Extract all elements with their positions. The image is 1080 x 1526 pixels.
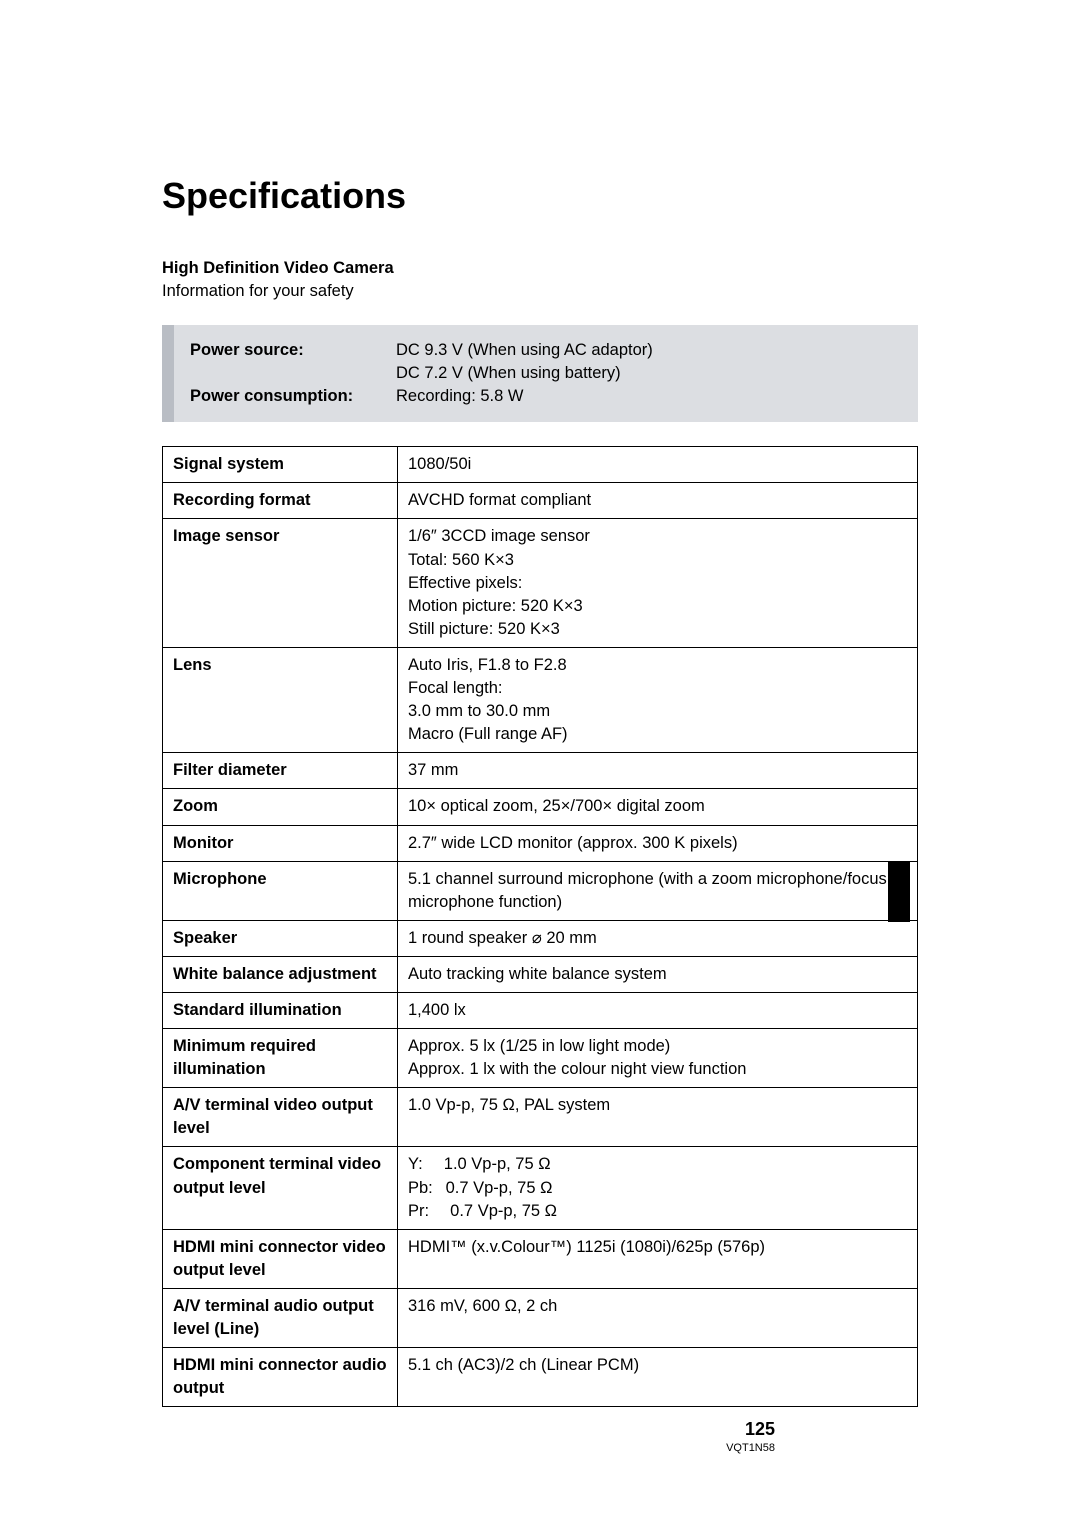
spec-value: 5.1 channel surround microphone (with a … — [398, 861, 918, 920]
table-row: White balance adjustmentAuto tracking wh… — [163, 956, 918, 992]
power-consumption-row: Power consumption: Recording: 5.8 W — [190, 385, 908, 408]
spec-value: Approx. 5 lx (1/25 in low light mode)App… — [398, 1029, 918, 1088]
spec-label: A/V terminal audio output level (Line) — [163, 1288, 398, 1347]
table-row: Microphone5.1 channel surround microphon… — [163, 861, 918, 920]
spec-label: HDMI mini connector video output level — [163, 1229, 398, 1288]
spec-value: 37 mm — [398, 753, 918, 789]
spec-value: 1080/50i — [398, 447, 918, 483]
table-row: HDMI mini connector audio output5.1 ch (… — [163, 1348, 918, 1407]
spec-label: Microphone — [163, 861, 398, 920]
spec-label: Signal system — [163, 447, 398, 483]
spec-value: 1 round speaker ⌀ 20 mm — [398, 920, 918, 956]
table-row: Signal system1080/50i — [163, 447, 918, 483]
power-consumption-label: Power consumption: — [190, 385, 396, 408]
page-title: Specifications — [162, 175, 918, 217]
spec-value: Auto tracking white balance system — [398, 956, 918, 992]
power-source-row: Power source: DC 9.3 V (When using AC ad… — [190, 339, 908, 385]
spec-value: 1.0 Vp-p, 75 Ω, PAL system — [398, 1088, 918, 1147]
power-info-box: Power source: DC 9.3 V (When using AC ad… — [162, 325, 918, 422]
table-row: Image sensor1/6″ 3CCD image sensorTotal:… — [163, 519, 918, 647]
table-row: A/V terminal video output level1.0 Vp-p,… — [163, 1088, 918, 1147]
spec-label: Lens — [163, 647, 398, 752]
table-row: Monitor2.7″ wide LCD monitor (approx. 30… — [163, 825, 918, 861]
power-source-value: DC 9.3 V (When using AC adaptor) DC 7.2 … — [396, 339, 908, 385]
table-row: Zoom10× optical zoom, 25×/700× digital z… — [163, 789, 918, 825]
power-source-line1: DC 9.3 V (When using AC adaptor) — [396, 339, 908, 362]
spec-label: White balance adjustment — [163, 956, 398, 992]
spec-label: HDMI mini connector audio output — [163, 1348, 398, 1407]
power-consumption-value: Recording: 5.8 W — [396, 385, 908, 408]
spec-value: 1,400 lx — [398, 992, 918, 1028]
table-row: A/V terminal audio output level (Line)31… — [163, 1288, 918, 1347]
power-source-label: Power source: — [190, 339, 396, 385]
safety-note: Information for your safety — [162, 282, 918, 301]
spec-label: Component terminal video output level — [163, 1147, 398, 1229]
page-number: 125 — [745, 1419, 775, 1440]
spec-value: 1/6″ 3CCD image sensorTotal: 560 K×3Effe… — [398, 519, 918, 647]
table-row: HDMI mini connector video output levelHD… — [163, 1229, 918, 1288]
spec-label: Standard illumination — [163, 992, 398, 1028]
side-tab-marker — [888, 862, 910, 922]
table-row: Minimum required illuminationApprox. 5 l… — [163, 1029, 918, 1088]
spec-label: Minimum required illumination — [163, 1029, 398, 1088]
spec-value: AVCHD format compliant — [398, 483, 918, 519]
table-row: LensAuto Iris, F1.8 to F2.8Focal length:… — [163, 647, 918, 752]
spec-value: 10× optical zoom, 25×/700× digital zoom — [398, 789, 918, 825]
spec-label: A/V terminal video output level — [163, 1088, 398, 1147]
spec-value: Auto Iris, F1.8 to F2.8Focal length:3.0 … — [398, 647, 918, 752]
table-row: Filter diameter37 mm — [163, 753, 918, 789]
spec-value: 2.7″ wide LCD monitor (approx. 300 K pix… — [398, 825, 918, 861]
spec-page: Specifications High Definition Video Cam… — [0, 0, 1080, 1407]
doc-code: VQT1N58 — [726, 1442, 775, 1454]
spec-value: Y: 1.0 Vp-p, 75 ΩPb: 0.7 Vp-p, 75 ΩPr: 0… — [398, 1147, 918, 1229]
spec-label: Filter diameter — [163, 753, 398, 789]
table-row: Recording formatAVCHD format compliant — [163, 483, 918, 519]
spec-table: Signal system1080/50iRecording formatAVC… — [162, 446, 918, 1407]
spec-label: Zoom — [163, 789, 398, 825]
spec-value: 316 mV, 600 Ω, 2 ch — [398, 1288, 918, 1347]
table-row: Component terminal video output levelY: … — [163, 1147, 918, 1229]
product-name: High Definition Video Camera — [162, 259, 918, 278]
table-row: Speaker1 round speaker ⌀ 20 mm — [163, 920, 918, 956]
spec-label: Monitor — [163, 825, 398, 861]
spec-label: Image sensor — [163, 519, 398, 647]
spec-label: Recording format — [163, 483, 398, 519]
spec-label: Speaker — [163, 920, 398, 956]
table-row: Standard illumination1,400 lx — [163, 992, 918, 1028]
power-source-line2: DC 7.2 V (When using battery) — [396, 362, 908, 385]
spec-value: 5.1 ch (AC3)/2 ch (Linear PCM) — [398, 1348, 918, 1407]
spec-value: HDMI™ (x.v.Colour™) 1125i (1080i)/625p (… — [398, 1229, 918, 1288]
